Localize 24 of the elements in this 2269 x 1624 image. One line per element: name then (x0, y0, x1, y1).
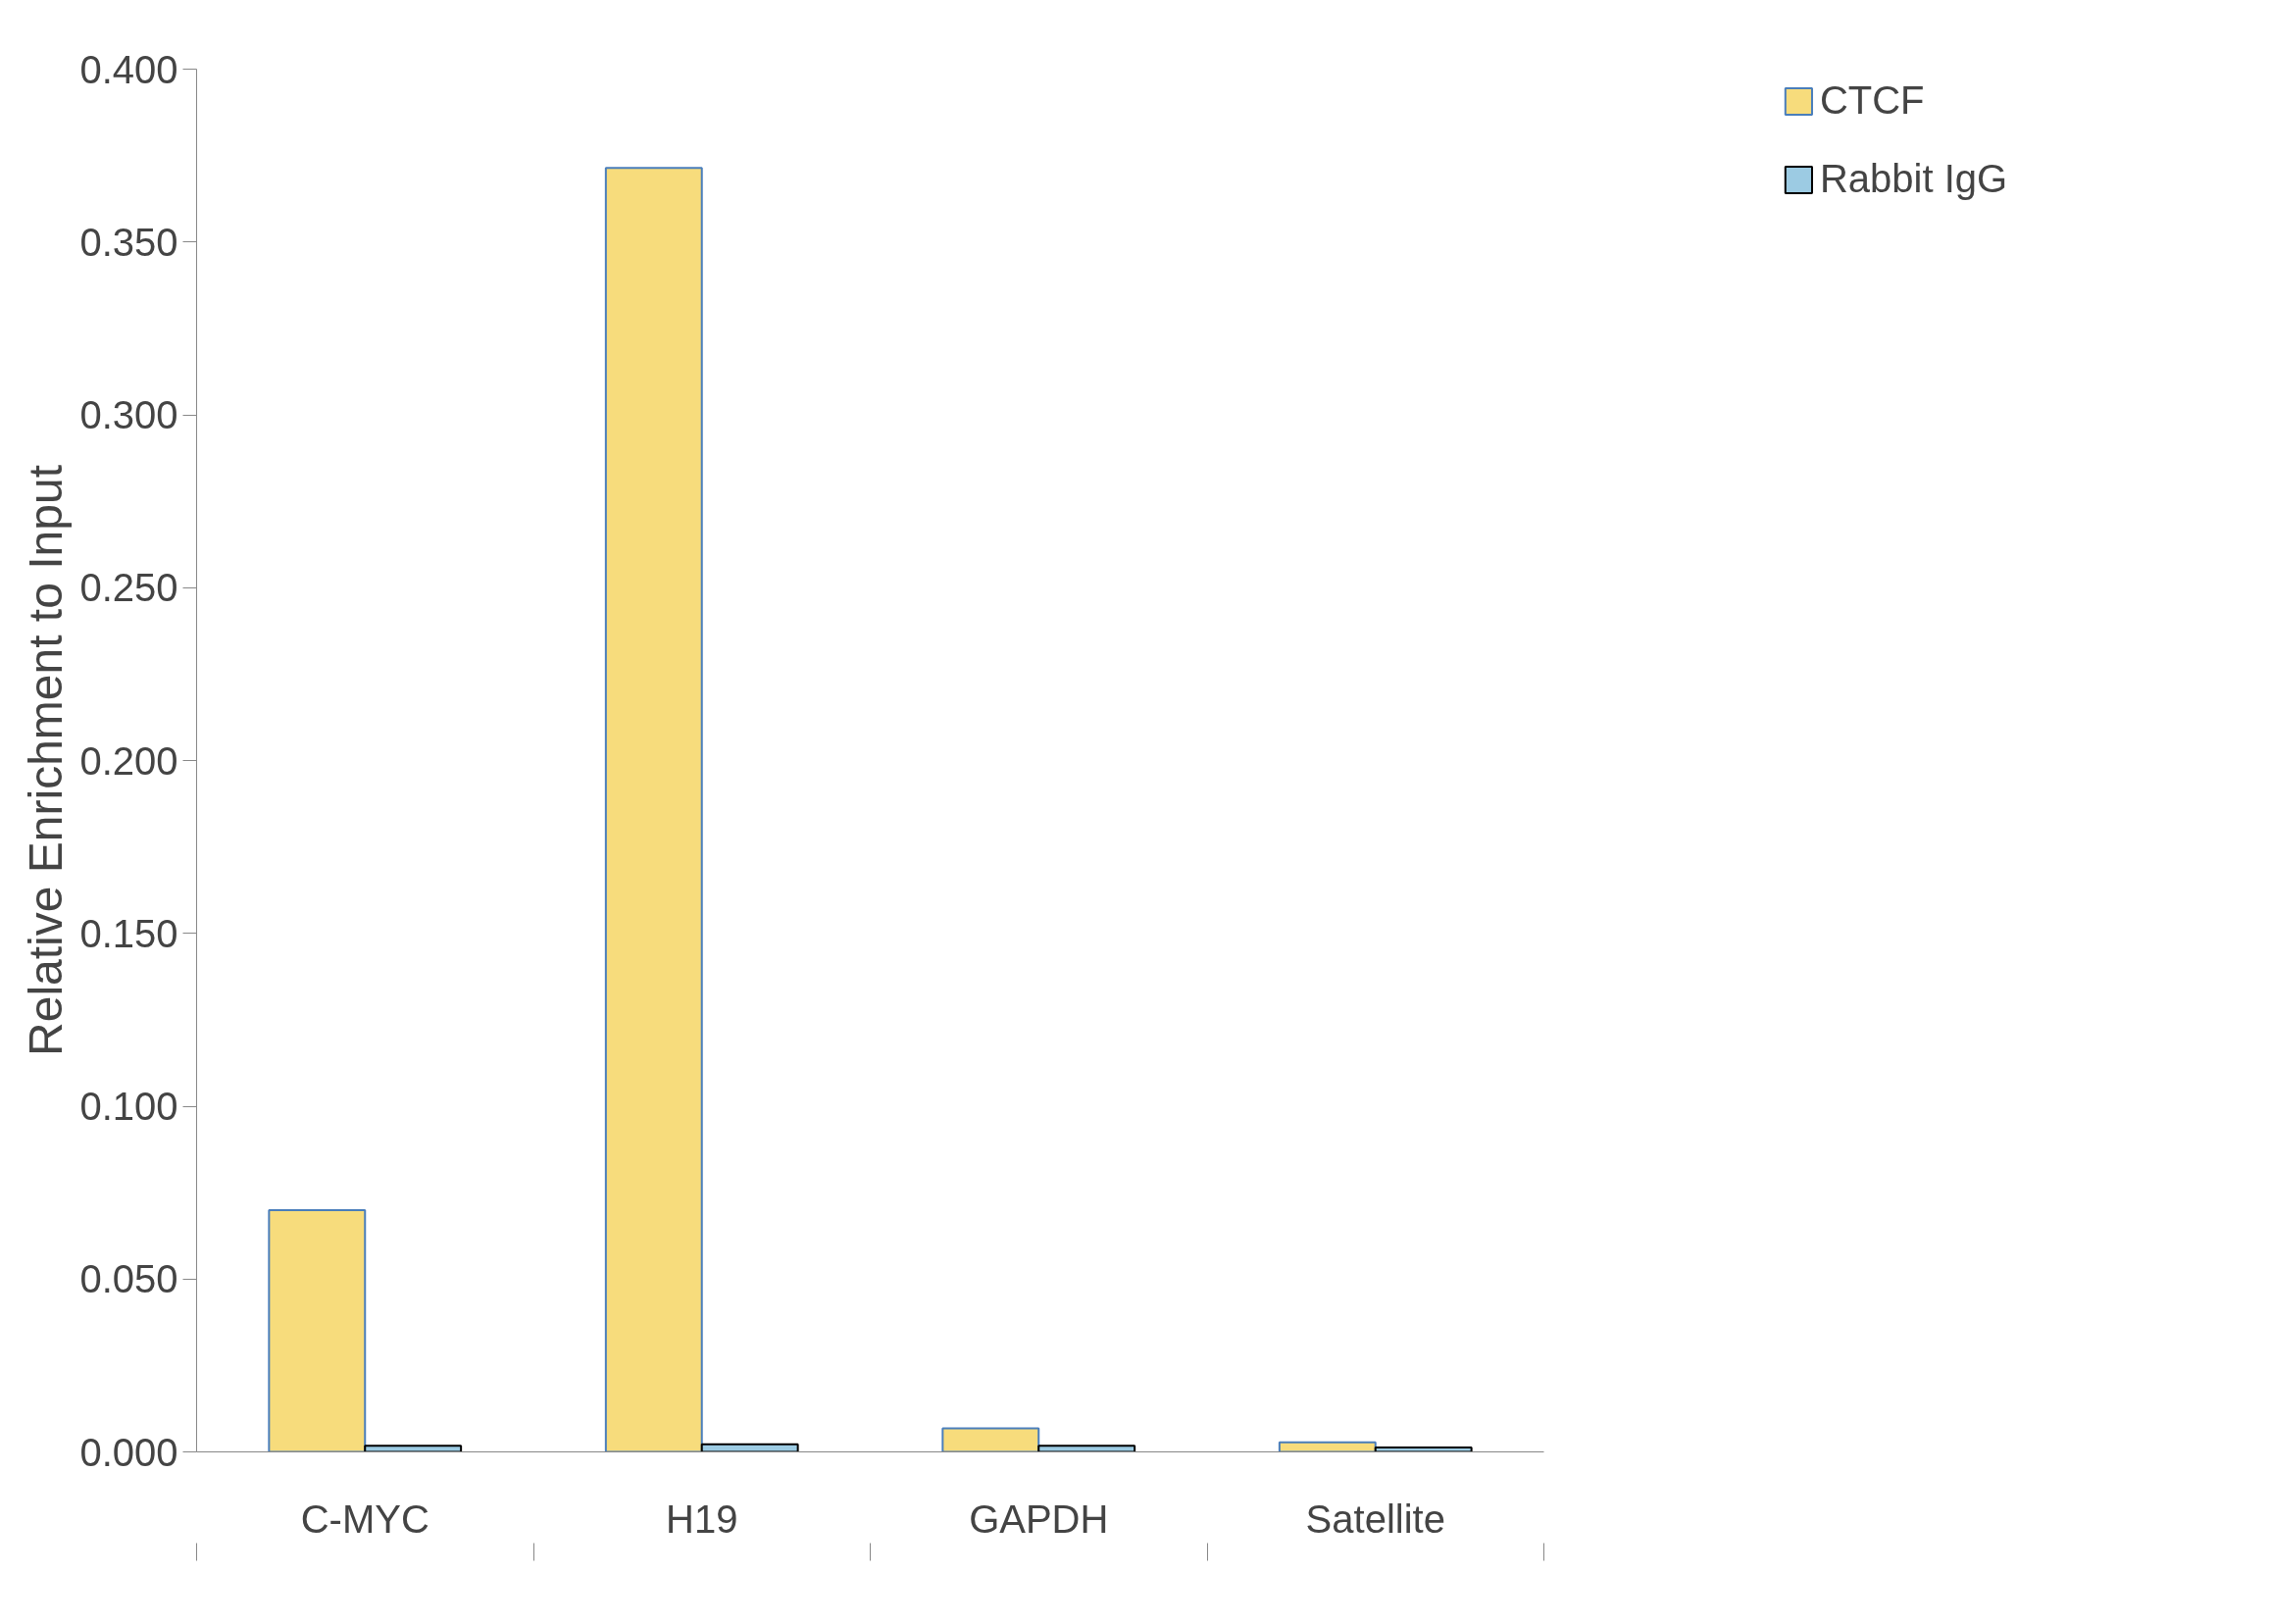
bar (941, 1427, 1040, 1452)
y-tick-label: 0.150 (79, 911, 178, 955)
bar (700, 1443, 799, 1452)
bar (1374, 1446, 1473, 1452)
y-tick-label: 0.250 (79, 566, 178, 610)
bar (268, 1209, 367, 1452)
y-tick-label: 0.200 (79, 738, 178, 783)
x-tick-label: H19 (666, 1497, 738, 1541)
y-axis-title: Relative Enrichment to Input (20, 465, 73, 1056)
y-tick-label: 0.100 (79, 1085, 178, 1128)
y-tick-label: 0.300 (79, 393, 178, 436)
x-tick-label: GAPDH (969, 1497, 1109, 1541)
legend-label: Rabbit IgG (1819, 157, 2008, 201)
legend-label: CTCF (1819, 78, 1925, 123)
y-tick-label: 0.350 (79, 220, 178, 264)
y-tick-label: 0.400 (79, 47, 178, 91)
x-tick-label: Satellite (1305, 1497, 1445, 1541)
bar (604, 167, 703, 1452)
bar (364, 1445, 463, 1452)
bar (1037, 1445, 1136, 1452)
x-tick-label: C-MYC (300, 1497, 429, 1541)
y-tick-label: 0.050 (79, 1257, 178, 1301)
bar (1278, 1441, 1377, 1452)
y-tick-label: 0.000 (79, 1430, 178, 1474)
